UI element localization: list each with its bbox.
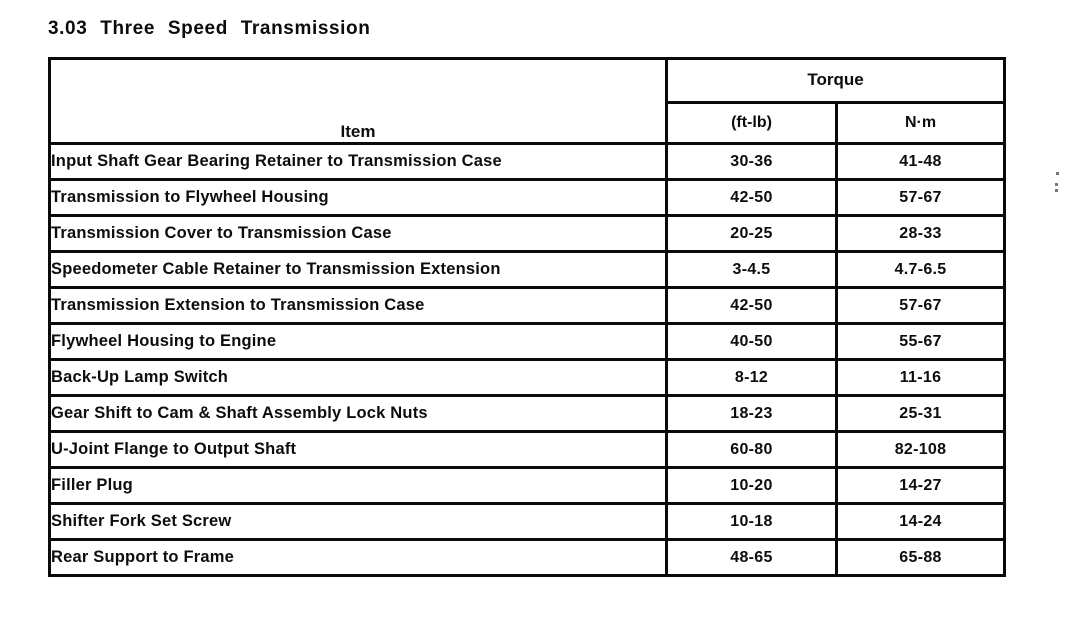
item-cell: Input Shaft Gear Bearing Retainer to Tra… <box>48 142 668 181</box>
item-cell: Speedometer Cable Retainer to Transmissi… <box>48 250 668 289</box>
table-row: Filler Plug 10-20 14-27 <box>48 466 1007 505</box>
ftlb-cell: 30-36 <box>665 142 838 181</box>
nm-cell: 65-88 <box>834 538 1007 577</box>
ftlb-cell: 8-12 <box>665 358 838 397</box>
column-header-ftlb: (ft-lb) <box>665 100 838 145</box>
table-row: Back-Up Lamp Switch 8-12 11-16 <box>48 358 1007 397</box>
column-header-torque: Torque <box>664 57 1007 104</box>
table-row: Speedometer Cable Retainer to Transmissi… <box>48 250 1007 289</box>
ftlb-cell: 48-65 <box>665 538 838 577</box>
ftlb-cell: 3-4.5 <box>665 250 838 289</box>
torque-spec-table: Item Torque (ft-lb) N·m Input Shaft Gear… <box>48 57 1007 577</box>
nm-cell: 82-108 <box>834 430 1007 469</box>
item-cell: Transmission to Flywheel Housing <box>48 178 668 217</box>
nm-cell: 55-67 <box>834 322 1007 361</box>
column-header-nm: N·m <box>834 100 1007 145</box>
nm-cell: 25-31 <box>834 394 1007 433</box>
table-row: Flywheel Housing to Engine 40-50 55-67 <box>48 322 1007 361</box>
ftlb-cell: 10-20 <box>665 466 838 505</box>
ftlb-cell: 20-25 <box>665 214 838 253</box>
nm-cell: 57-67 <box>834 178 1007 217</box>
table-row: Gear Shift to Cam & Shaft Assembly Lock … <box>48 394 1007 433</box>
nm-cell: 14-24 <box>834 502 1007 541</box>
ftlb-cell: 40-50 <box>665 322 838 361</box>
nm-cell: 11-16 <box>834 358 1007 397</box>
item-cell: Gear Shift to Cam & Shaft Assembly Lock … <box>48 394 668 433</box>
ftlb-cell: 18-23 <box>665 394 838 433</box>
scan-noise-dot <box>1055 189 1058 192</box>
section-title: 3.03 Three Speed Transmission <box>48 18 371 39</box>
table-row: Rear Support to Frame 48-65 65-88 <box>48 538 1007 577</box>
table-row: U-Joint Flange to Output Shaft 60-80 82-… <box>48 430 1007 469</box>
table-row: Input Shaft Gear Bearing Retainer to Tra… <box>48 142 1007 181</box>
item-cell: Transmission Cover to Transmission Case <box>48 214 668 253</box>
torque-table-body: Input Shaft Gear Bearing Retainer to Tra… <box>48 142 1007 577</box>
item-cell: Back-Up Lamp Switch <box>48 358 668 397</box>
scan-noise-dot <box>1055 183 1058 186</box>
table-row: Transmission Cover to Transmission Case … <box>48 214 1007 253</box>
ftlb-cell: 42-50 <box>665 178 838 217</box>
ftlb-cell: 60-80 <box>665 430 838 469</box>
item-cell: Shifter Fork Set Screw <box>48 502 668 541</box>
nm-cell: 28-33 <box>834 214 1007 253</box>
nm-cell: 14-27 <box>834 466 1007 505</box>
ftlb-cell: 42-50 <box>665 286 838 325</box>
scan-noise-dot <box>1056 172 1059 175</box>
column-header-item: Item <box>48 57 668 145</box>
item-cell: Transmission Extension to Transmission C… <box>48 286 668 325</box>
item-cell: Filler Plug <box>48 466 668 505</box>
ftlb-cell: 10-18 <box>665 502 838 541</box>
nm-cell: 57-67 <box>834 286 1007 325</box>
table-row: Shifter Fork Set Screw 10-18 14-24 <box>48 502 1007 541</box>
table-row: Transmission to Flywheel Housing 42-50 5… <box>48 178 1007 217</box>
item-cell: U-Joint Flange to Output Shaft <box>48 430 668 469</box>
nm-cell: 4.7-6.5 <box>834 250 1007 289</box>
nm-cell: 41-48 <box>834 142 1007 181</box>
table-row: Transmission Extension to Transmission C… <box>48 286 1007 325</box>
item-cell: Rear Support to Frame <box>48 538 668 577</box>
table-header: Item Torque (ft-lb) N·m <box>48 57 1007 145</box>
item-cell: Flywheel Housing to Engine <box>48 322 668 361</box>
